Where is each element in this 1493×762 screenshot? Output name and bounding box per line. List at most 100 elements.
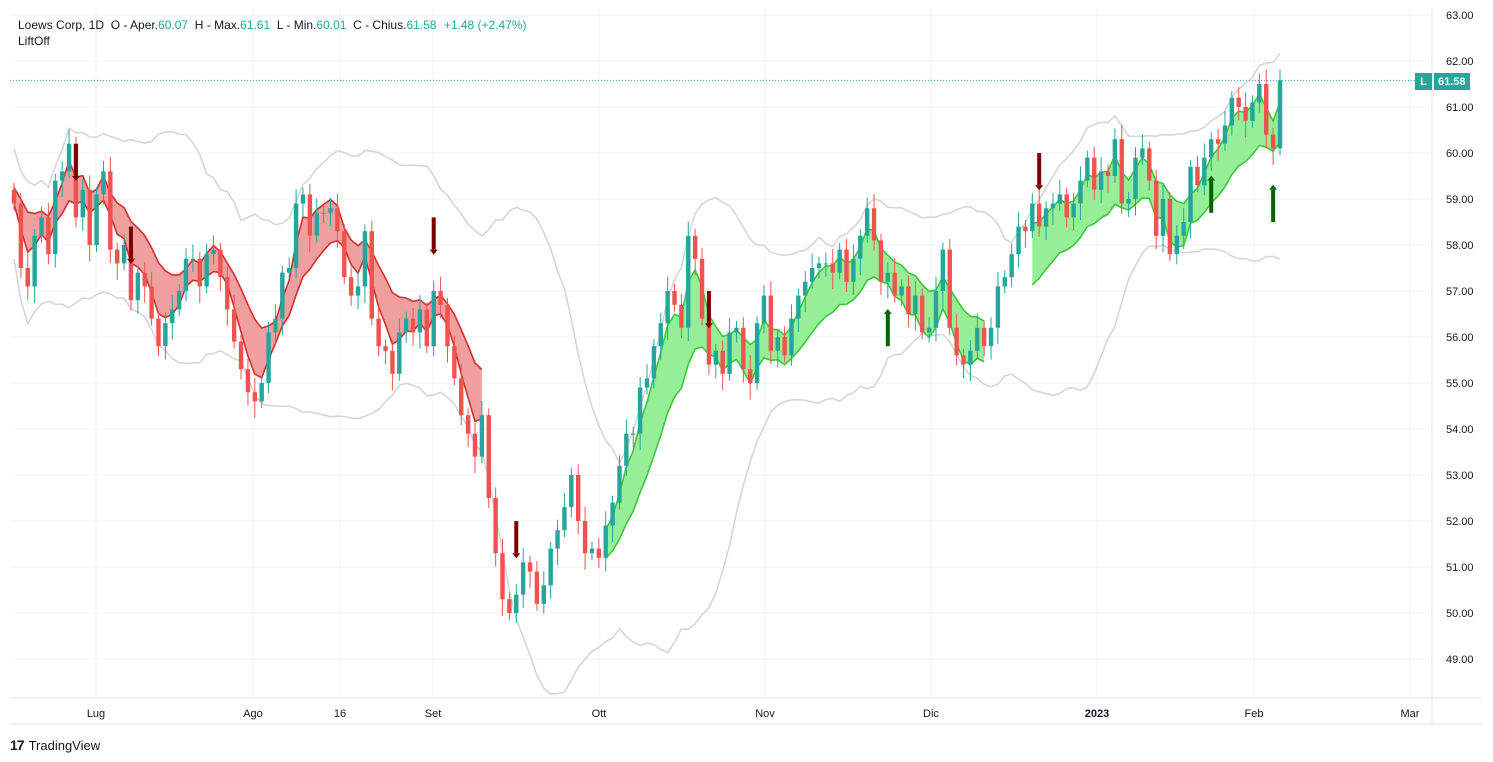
y-axis[interactable]: 63.00 62.00 61.00 60.00 59.00 58.00 57.00 56.00… — [1446, 10, 1474, 666]
candle-body — [754, 323, 760, 383]
y-tick-label: 51.00 — [1446, 562, 1474, 574]
candle-body — [1043, 208, 1049, 227]
candle-body — [1160, 199, 1166, 236]
candle-body — [617, 465, 622, 503]
y-tick-label: 60.00 — [1446, 148, 1474, 160]
symbol-title: Loews Corp, 1D — [18, 18, 105, 32]
y-tick-label: 63.00 — [1446, 10, 1474, 22]
candle-body — [273, 318, 278, 333]
candle-body — [624, 433, 629, 466]
candle-body — [1036, 203, 1042, 227]
candle-body — [39, 217, 44, 236]
down-arrow-shaft — [128, 226, 133, 259]
candle-body — [163, 323, 168, 347]
candle-body — [445, 304, 450, 347]
y-tick-label: 54.00 — [1446, 424, 1474, 436]
candle-body — [328, 208, 333, 213]
candle-body — [431, 291, 436, 347]
candle-body — [479, 415, 485, 457]
candle-body — [101, 171, 106, 195]
bull-ribbon-edge — [605, 227, 985, 530]
candle-body — [397, 332, 402, 374]
candle-body — [1092, 157, 1097, 190]
down-arrow-head — [429, 249, 438, 255]
candle-body — [465, 415, 471, 434]
candle-body — [87, 189, 92, 245]
candle-body — [796, 295, 801, 319]
candle-body — [314, 212, 319, 236]
candle-body — [493, 498, 498, 554]
candle-body — [390, 350, 395, 374]
y-tick-label: 55.00 — [1446, 378, 1474, 390]
candle-body — [46, 217, 51, 255]
candle-body — [789, 318, 794, 356]
candle-body — [80, 189, 86, 218]
candle-body — [644, 378, 650, 388]
candle-body — [1208, 139, 1214, 158]
x-tick-label: 2023 — [1085, 708, 1109, 720]
candle-body — [1119, 139, 1124, 204]
candle-body — [809, 268, 815, 282]
candle-body — [1030, 203, 1035, 232]
candle-body — [362, 231, 368, 287]
y-tick-label: 53.00 — [1446, 470, 1474, 482]
y-tick-label: 52.00 — [1446, 516, 1474, 528]
candle-body — [975, 327, 980, 351]
x-tick-label: Dic — [923, 708, 939, 720]
candle-body — [204, 254, 209, 287]
candle-body — [1167, 199, 1173, 255]
candle-body — [954, 327, 959, 356]
candle-body — [947, 249, 952, 328]
candle-body — [1002, 277, 1007, 287]
candle-body — [293, 203, 299, 268]
high-label: H - Max. — [194, 18, 241, 32]
candle-body — [514, 594, 519, 613]
candle-body — [520, 562, 526, 595]
candle-body — [589, 548, 595, 554]
candle-body — [665, 291, 670, 324]
x-tick-label: 16 — [334, 708, 346, 720]
candle-body — [734, 327, 739, 333]
x-tick-label: Lug — [87, 708, 105, 720]
tradingview-brand[interactable]: 17 TradingView — [10, 737, 100, 753]
tradingview-logo-icon: 17 — [10, 737, 25, 753]
candle-body — [761, 295, 767, 324]
up-arrow-head — [883, 309, 892, 314]
indicator-name[interactable]: LiftOff — [18, 34, 50, 48]
candle-body — [1098, 171, 1104, 190]
candle-body — [59, 171, 65, 181]
down-arrow-head — [71, 176, 80, 181]
candle-body — [25, 268, 30, 287]
candle-body — [211, 249, 216, 255]
candle-body — [582, 521, 588, 554]
candle-body — [369, 231, 374, 319]
candle-body — [1057, 194, 1063, 204]
last-price-value: 61.58 — [1434, 73, 1470, 90]
candle-body — [486, 415, 491, 498]
candle-body — [1277, 80, 1283, 149]
x-axis[interactable]: Lug Ago 16 Set Ott Nov Dic 2023 Feb Mar — [87, 708, 1420, 720]
candle-body — [548, 548, 553, 586]
high-value: 61.61 — [240, 18, 271, 32]
candle-body — [355, 286, 361, 296]
candle-body — [968, 350, 973, 365]
candle-body — [830, 263, 835, 273]
candle-body — [988, 327, 994, 347]
up-arrow-shaft — [1271, 189, 1276, 222]
candle-body — [238, 341, 244, 370]
candle-body — [651, 346, 657, 379]
candle-body — [115, 249, 120, 264]
candle-body — [1071, 203, 1076, 218]
candle-body — [142, 272, 147, 287]
low-value: 60.01 — [316, 18, 347, 32]
up-arrow-shaft — [1209, 180, 1214, 213]
candle-body — [541, 585, 546, 604]
x-tick-label: Set — [425, 708, 442, 720]
candle-body — [858, 235, 863, 259]
candle-body — [1133, 157, 1138, 199]
open-value: 60.07 — [158, 18, 189, 32]
candle-body — [748, 369, 753, 383]
candle-body — [1229, 97, 1235, 126]
candle-body — [534, 571, 540, 604]
